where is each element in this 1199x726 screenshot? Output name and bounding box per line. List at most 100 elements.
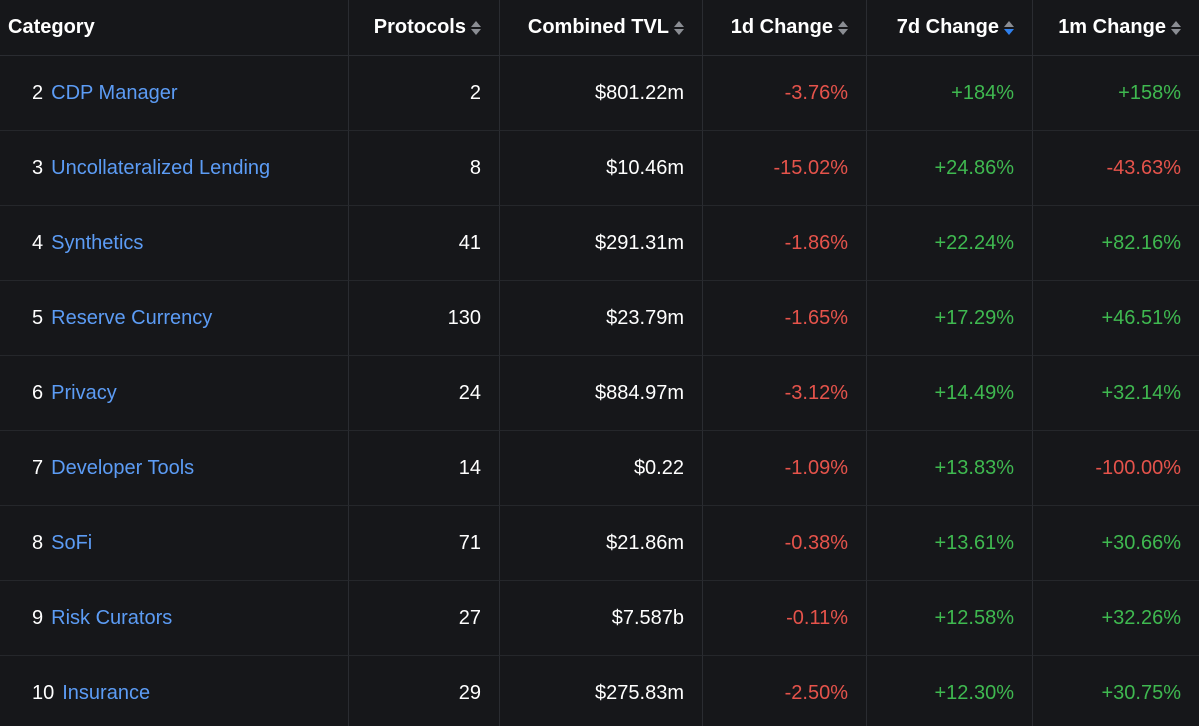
- table-cell-change-7d: +13.61%: [867, 506, 1033, 581]
- table-cell-combined-tvl: $884.97m: [500, 356, 703, 431]
- table-cell-change-1m: -43.63%: [1033, 131, 1199, 206]
- change-7d-value: +17.29%: [934, 306, 1014, 329]
- row-rank: 5: [32, 306, 44, 329]
- protocols-count: 2: [469, 81, 481, 104]
- column-header-category[interactable]: Category: [0, 0, 349, 56]
- table-cell-category: 6 Privacy: [0, 356, 349, 431]
- table-cell-category: 9 Risk Curators: [0, 581, 349, 656]
- table-cell-category: 8 SoFi: [0, 506, 349, 581]
- row-rank: 3: [32, 156, 44, 179]
- category-link[interactable]: CDP Manager: [51, 81, 178, 104]
- column-header-1m-change[interactable]: 1m Change: [1033, 0, 1199, 56]
- change-1d-value: -1.65%: [784, 306, 848, 329]
- change-1m-value: -43.63%: [1106, 156, 1182, 179]
- table-cell-change-7d: +12.30%: [867, 656, 1033, 726]
- change-7d-value: +13.83%: [934, 456, 1014, 479]
- category-link[interactable]: Uncollateralized Lending: [51, 156, 271, 179]
- table-cell-change-1d: -1.65%: [703, 281, 867, 356]
- sort-icon: [1171, 20, 1181, 35]
- change-1d-value: -3.12%: [784, 381, 848, 404]
- change-1m-value: +158%: [1118, 81, 1181, 104]
- combined-tvl-value: $801.22m: [595, 81, 684, 104]
- protocols-count: 8: [469, 156, 481, 179]
- table-cell-change-1d: -3.12%: [703, 356, 867, 431]
- table-cell-change-1d: -1.86%: [703, 206, 867, 281]
- table-cell-protocols: 27: [349, 581, 500, 656]
- row-rank: 4: [32, 231, 44, 254]
- table-cell-category: 10 Insurance: [0, 656, 349, 726]
- category-link[interactable]: Synthetics: [51, 231, 144, 254]
- table-cell-change-1d: -0.11%: [703, 581, 867, 656]
- table-cell-change-1m: +32.26%: [1033, 581, 1199, 656]
- column-header-label: Protocols: [373, 16, 466, 38]
- row-rank: 2: [32, 81, 44, 104]
- row-rank: 9: [32, 606, 44, 629]
- table-cell-change-1m: +30.66%: [1033, 506, 1199, 581]
- change-7d-value: +24.86%: [934, 156, 1014, 179]
- table-cell-combined-tvl: $0.22: [500, 431, 703, 506]
- category-link[interactable]: Developer Tools: [51, 456, 195, 479]
- column-header-label: 1m Change: [1058, 16, 1166, 38]
- table-cell-protocols: 8: [349, 131, 500, 206]
- change-1m-value: +32.26%: [1101, 606, 1181, 629]
- category-link[interactable]: Reserve Currency: [51, 306, 213, 329]
- combined-tvl-value: $291.31m: [595, 231, 684, 254]
- combined-tvl-value: $23.79m: [606, 306, 684, 329]
- column-header-label: 1d Change: [730, 16, 833, 38]
- table-cell-change-1m: -100.00%: [1033, 431, 1199, 506]
- table-cell-category: 4 Synthetics: [0, 206, 349, 281]
- table-cell-change-1m: +46.51%: [1033, 281, 1199, 356]
- column-header-protocols[interactable]: Protocols: [349, 0, 500, 56]
- column-header-label: Category: [8, 16, 95, 38]
- change-7d-value: +14.49%: [934, 381, 1014, 404]
- column-header-1d-change[interactable]: 1d Change: [703, 0, 867, 56]
- category-link[interactable]: SoFi: [51, 531, 93, 554]
- table-cell-protocols: 14: [349, 431, 500, 506]
- change-1m-value: +30.75%: [1101, 682, 1181, 704]
- change-7d-value: +12.58%: [934, 606, 1014, 629]
- change-1m-value: -100.00%: [1095, 456, 1181, 479]
- protocols-count: 14: [458, 456, 481, 479]
- table-cell-change-1d: -2.50%: [703, 656, 867, 726]
- table-cell-change-1m: +158%: [1033, 56, 1199, 131]
- table-cell-protocols: 71: [349, 506, 500, 581]
- protocols-count: 71: [458, 531, 481, 554]
- table-cell-combined-tvl: $291.31m: [500, 206, 703, 281]
- table-cell-change-1d: -0.38%: [703, 506, 867, 581]
- row-rank: 10: [32, 682, 55, 704]
- table-cell-category: 7 Developer Tools: [0, 431, 349, 506]
- table-cell-protocols: 41: [349, 206, 500, 281]
- category-link[interactable]: Risk Curators: [51, 606, 173, 629]
- change-1m-value: +82.16%: [1101, 231, 1181, 254]
- row-rank: 6: [32, 381, 44, 404]
- table-cell-change-7d: +24.86%: [867, 131, 1033, 206]
- table-cell-combined-tvl: $21.86m: [500, 506, 703, 581]
- table-cell-protocols: 29: [349, 656, 500, 726]
- column-header-combined-tvl[interactable]: Combined TVL: [500, 0, 703, 56]
- table-cell-change-7d: +12.58%: [867, 581, 1033, 656]
- change-1d-value: -2.50%: [784, 682, 848, 704]
- combined-tvl-value: $10.46m: [606, 156, 684, 179]
- column-header-7d-change[interactable]: 7d Change: [867, 0, 1033, 56]
- table-cell-combined-tvl: $23.79m: [500, 281, 703, 356]
- sort-desc-active-icon: [1004, 20, 1014, 35]
- combined-tvl-value: $7.587b: [611, 606, 684, 629]
- table-cell-change-1m: +82.16%: [1033, 206, 1199, 281]
- table-cell-change-1m: +30.75%: [1033, 656, 1199, 726]
- row-rank: 7: [32, 456, 44, 479]
- change-1d-value: -3.76%: [784, 81, 848, 104]
- sort-icon: [674, 20, 684, 35]
- table-cell-change-1m: +32.14%: [1033, 356, 1199, 431]
- category-link[interactable]: Privacy: [51, 381, 117, 404]
- category-link[interactable]: Insurance: [62, 682, 151, 704]
- table-cell-combined-tvl: $801.22m: [500, 56, 703, 131]
- protocols-count: 27: [458, 606, 481, 629]
- change-1d-value: -1.86%: [784, 231, 848, 254]
- table-cell-protocols: 130: [349, 281, 500, 356]
- table-cell-combined-tvl: $10.46m: [500, 131, 703, 206]
- table-cell-change-1d: -3.76%: [703, 56, 867, 131]
- change-7d-value: +184%: [951, 81, 1014, 104]
- table-cell-combined-tvl: $275.83m: [500, 656, 703, 726]
- combined-tvl-value: $884.97m: [595, 381, 684, 404]
